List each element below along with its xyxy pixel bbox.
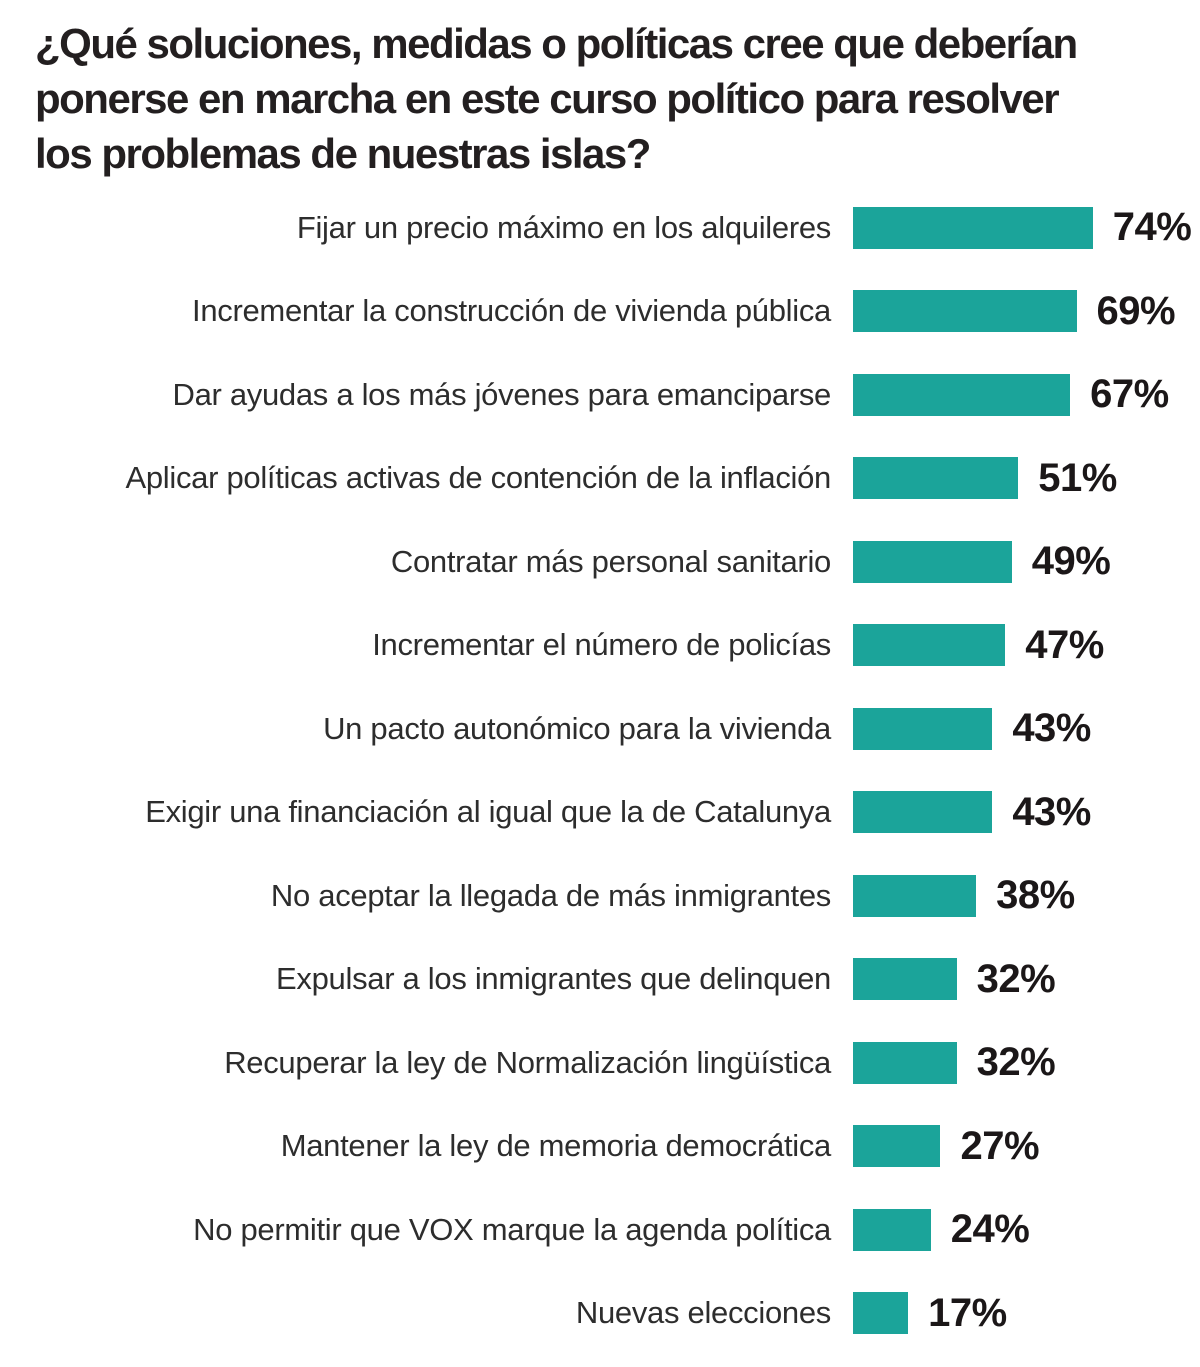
value-label: 24% bbox=[950, 1207, 1030, 1252]
bar-row: No permitir que VOX marque la agenda pol… bbox=[0, 1188, 1200, 1272]
value-label: 43% bbox=[1012, 706, 1091, 751]
bar-row: Nuevas elecciones 17% bbox=[0, 1272, 1200, 1356]
category-label: Expulsar a los inmigrantes que delinquen bbox=[276, 961, 831, 997]
category-label: Mantener la ley de memoria democrática bbox=[280, 1128, 832, 1164]
bar bbox=[853, 707, 993, 750]
bar-row: Dar ayudas a los más jóvenes para emanci… bbox=[0, 353, 1200, 437]
bar-row: No aceptar la llegada de más inmigrantes… bbox=[0, 854, 1200, 938]
chart-title-line-2: ponerse en marcha en este curso político… bbox=[35, 75, 1060, 122]
bar bbox=[853, 540, 1012, 583]
horizontal-bar-chart: Fijar un precio máximo en los alquileres… bbox=[0, 186, 1200, 1355]
bar bbox=[853, 1208, 931, 1251]
bar bbox=[853, 290, 1077, 333]
bar bbox=[853, 1125, 941, 1168]
bar-row: Mantener la ley de memoria democrática 27… bbox=[0, 1105, 1200, 1189]
value-label: 74% bbox=[1112, 205, 1192, 250]
value-label: 38% bbox=[996, 873, 1075, 918]
value-label: 49% bbox=[1031, 539, 1111, 584]
category-label: Fijar un precio máximo en los alquileres bbox=[296, 209, 831, 245]
value-label: 51% bbox=[1038, 455, 1117, 500]
value-label: 67% bbox=[1090, 372, 1169, 417]
bar-row: Incrementar el número de policías 47% bbox=[0, 604, 1200, 688]
bar bbox=[853, 1292, 909, 1335]
category-label: No aceptar la llegada de más inmigrantes bbox=[270, 877, 831, 913]
bar bbox=[853, 958, 957, 1001]
bar bbox=[853, 373, 1071, 416]
bar bbox=[853, 457, 1019, 500]
bar-row: Un pacto autonómico para la vivienda 43% bbox=[0, 687, 1200, 771]
value-label: 32% bbox=[976, 1040, 1056, 1085]
category-label: Exigir una financiación al igual que la … bbox=[145, 794, 831, 830]
category-label: Incrementar el número de policías bbox=[372, 627, 831, 663]
chart-title-line-1: ¿Qué soluciones, medidas o políticas cre… bbox=[35, 20, 1078, 67]
value-label: 32% bbox=[976, 956, 1056, 1001]
value-label: 47% bbox=[1025, 622, 1104, 667]
bar-row: Exigir una financiación al igual que la … bbox=[0, 771, 1200, 855]
category-label: Nuevas elecciones bbox=[575, 1295, 831, 1331]
bar bbox=[853, 791, 993, 834]
bar-row: Fijar un precio máximo en los alquileres… bbox=[0, 186, 1200, 270]
value-label: 27% bbox=[960, 1123, 1040, 1168]
bar bbox=[853, 624, 1006, 667]
bar bbox=[853, 874, 977, 917]
value-label: 69% bbox=[1096, 288, 1176, 333]
category-label: Incrementar la construcción de vivienda … bbox=[192, 293, 831, 329]
chart-title-line-3: los problemas de nuestras islas? bbox=[35, 130, 651, 177]
bar-row: Aplicar políticas activas de contención … bbox=[0, 437, 1200, 521]
value-label: 17% bbox=[928, 1290, 1007, 1335]
category-label: No permitir que VOX marque la agenda pol… bbox=[193, 1211, 831, 1247]
category-label: Recuperar la ley de Normalización lingüí… bbox=[224, 1044, 831, 1080]
chart-title: ¿Qué soluciones, medidas o políticas cre… bbox=[35, 16, 1078, 181]
bar-row: Expulsar a los inmigrantes que delinquen… bbox=[0, 938, 1200, 1022]
bar-row: Recuperar la ley de Normalización lingüí… bbox=[0, 1021, 1200, 1105]
category-label: Dar ayudas a los más jóvenes para emanci… bbox=[172, 376, 831, 412]
bar bbox=[853, 206, 1093, 249]
bar-row: Contratar más personal sanitario 49% bbox=[0, 520, 1200, 604]
category-label: Contratar más personal sanitario bbox=[390, 543, 831, 579]
category-label: Aplicar políticas activas de contención … bbox=[125, 460, 831, 496]
bar bbox=[853, 1041, 957, 1084]
value-label: 43% bbox=[1012, 789, 1091, 834]
bar-row: Incrementar la construcción de vivienda … bbox=[0, 270, 1200, 354]
category-label: Un pacto autonómico para la vivienda bbox=[323, 710, 831, 746]
